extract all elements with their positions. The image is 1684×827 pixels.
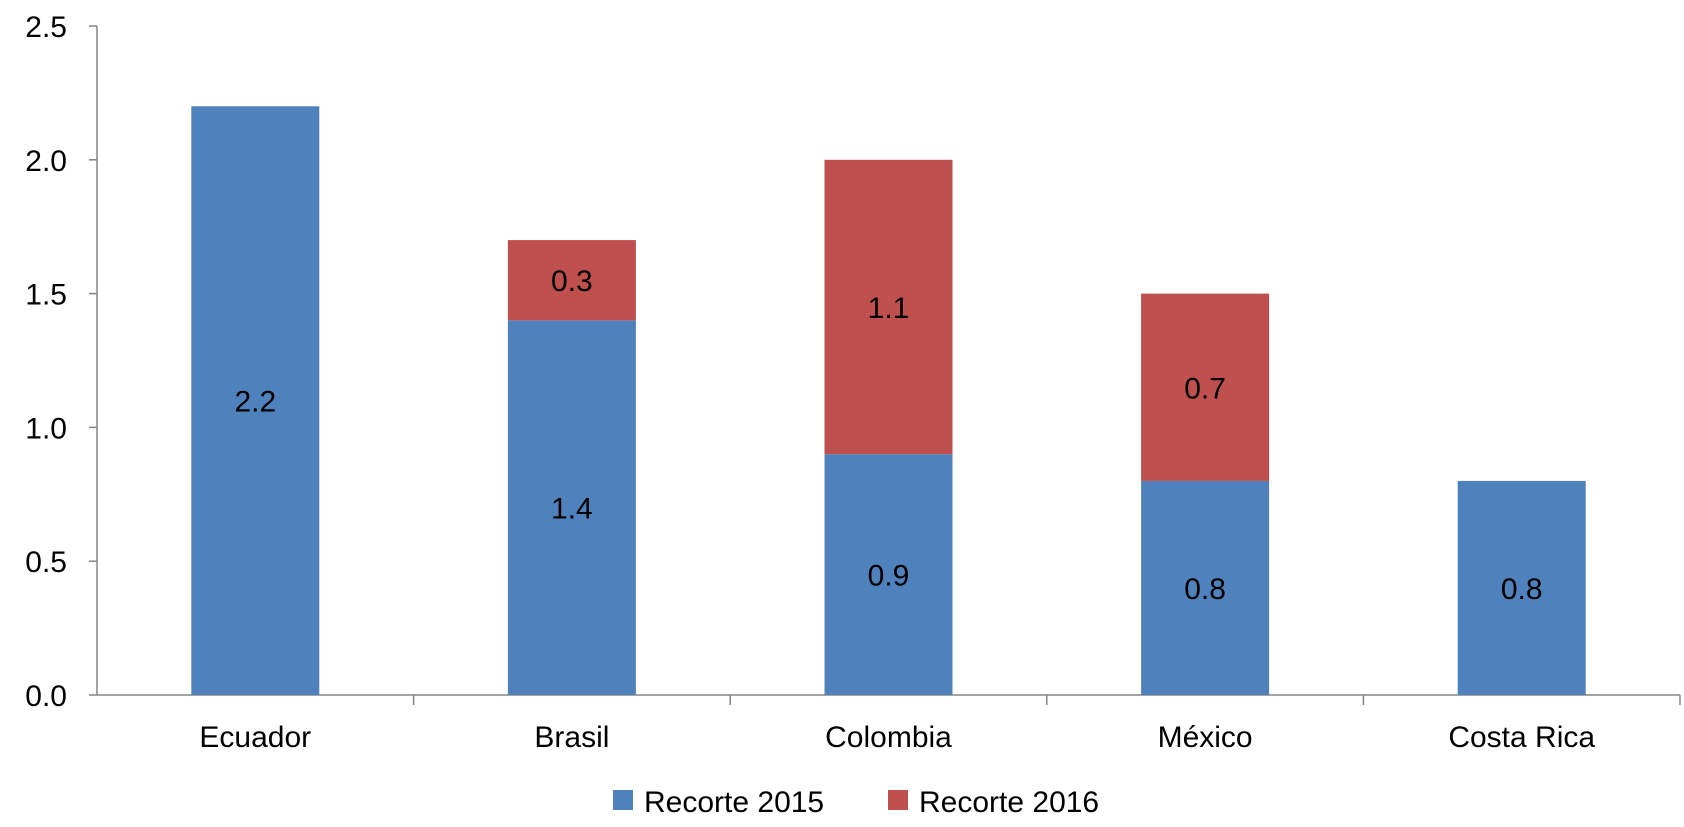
- x-category-label: Costa Rica: [1448, 721, 1595, 754]
- bar-segment: [1457, 480, 1586, 695]
- bar-data-label: 0.9: [868, 560, 910, 593]
- bar-data-label: 0.3: [551, 265, 593, 298]
- legend-label: Recorte 2015: [644, 786, 824, 819]
- bar-segment: [507, 320, 636, 695]
- x-category-label: Brasil: [534, 721, 609, 754]
- chart-legend: Recorte 2015 Recorte 2016: [613, 786, 1099, 819]
- legend-label: Recorte 2016: [919, 786, 1099, 819]
- bar-segment: [1141, 293, 1270, 481]
- bar-data-label: 2.2: [234, 386, 276, 419]
- legend-swatch: [888, 790, 908, 810]
- bar-segment: [507, 240, 636, 321]
- y-tick-label: 2.0: [25, 145, 67, 178]
- chart-data-labels: 2.2 1.4 0.3 0.9 1.1 0.8 0.7 0.8: [234, 265, 1542, 606]
- bar-segment: [1141, 480, 1270, 695]
- bar-data-label: 0.8: [1184, 573, 1226, 606]
- bar-segment: [824, 159, 953, 455]
- chart-bars: [191, 106, 1586, 695]
- bar-segment: [191, 106, 320, 695]
- y-tick-label: 1.0: [25, 412, 67, 445]
- bar-data-label: 0.7: [1184, 372, 1226, 405]
- bar-data-label: 0.8: [1501, 573, 1543, 606]
- legend-swatch: [613, 790, 633, 810]
- y-tick-label: 1.5: [25, 279, 67, 312]
- y-tick-label: 2.5: [25, 11, 67, 44]
- bar-data-label: 1.1: [868, 292, 910, 325]
- bar-segment: [824, 454, 953, 695]
- y-tick-label: 0.0: [25, 680, 67, 713]
- x-category-label: México: [1158, 721, 1253, 754]
- x-category-label: Colombia: [825, 721, 952, 754]
- bar-data-label: 1.4: [551, 493, 593, 526]
- x-category-label: Ecuador: [199, 721, 311, 754]
- chart-axes: 0.0 0.5 1.0 1.5 2.0 2.5 Ecuador Brasil Colombia M…: [25, 11, 1681, 754]
- y-tick-label: 0.5: [25, 546, 67, 579]
